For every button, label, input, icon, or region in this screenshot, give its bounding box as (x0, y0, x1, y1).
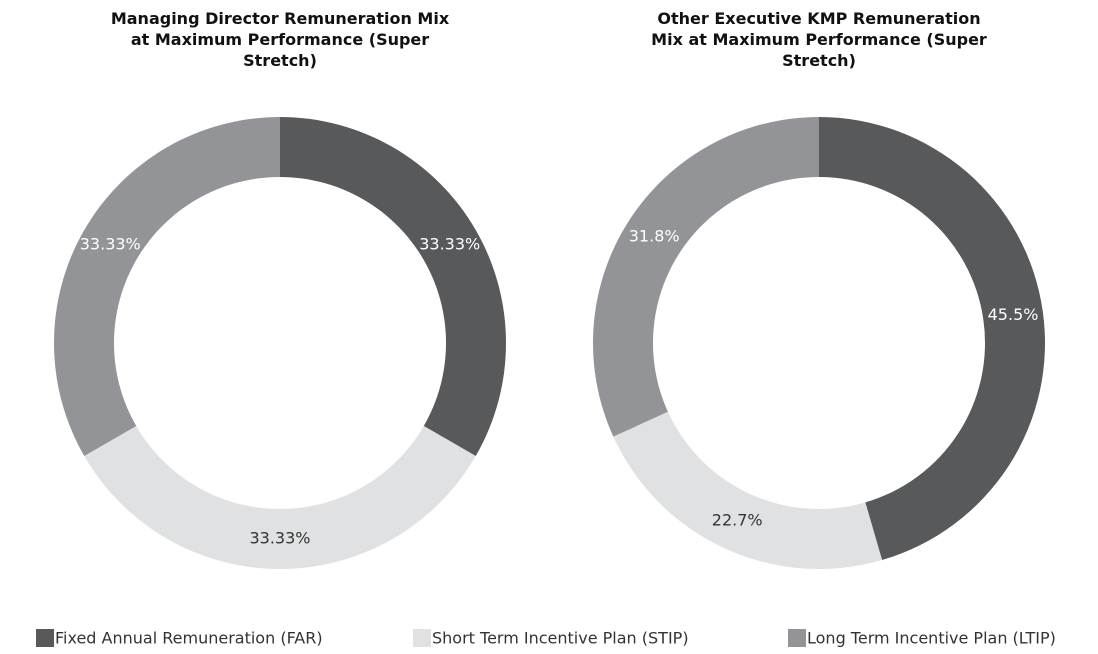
data-label: 33.33% (80, 235, 141, 254)
legend-label: Long Term Incentive Plan (LTIP) (807, 629, 1056, 648)
donut-segment (613, 411, 883, 569)
data-label: 45.5% (988, 305, 1039, 324)
data-label: 33.33% (419, 235, 480, 254)
data-label: 22.7% (712, 511, 763, 530)
chart-title: Other Executive KMP Remuneration Mix at … (651, 9, 987, 70)
donut-segment (593, 117, 819, 437)
donut-segment (819, 117, 1045, 561)
chart-title: Managing Director Remuneration Mix at Ma… (110, 9, 450, 70)
legend-swatch (788, 629, 806, 647)
legend-label: Short Term Incentive Plan (STIP) (432, 629, 689, 648)
legend-label: Fixed Annual Remuneration (FAR) (55, 629, 323, 648)
data-label: 33.33% (249, 529, 310, 548)
donut-segment (54, 117, 280, 456)
donut-segment (84, 426, 476, 569)
legend-swatch (413, 629, 431, 647)
data-label: 31.8% (629, 226, 680, 245)
legend-swatch (36, 629, 54, 647)
donut-segment (280, 117, 506, 456)
